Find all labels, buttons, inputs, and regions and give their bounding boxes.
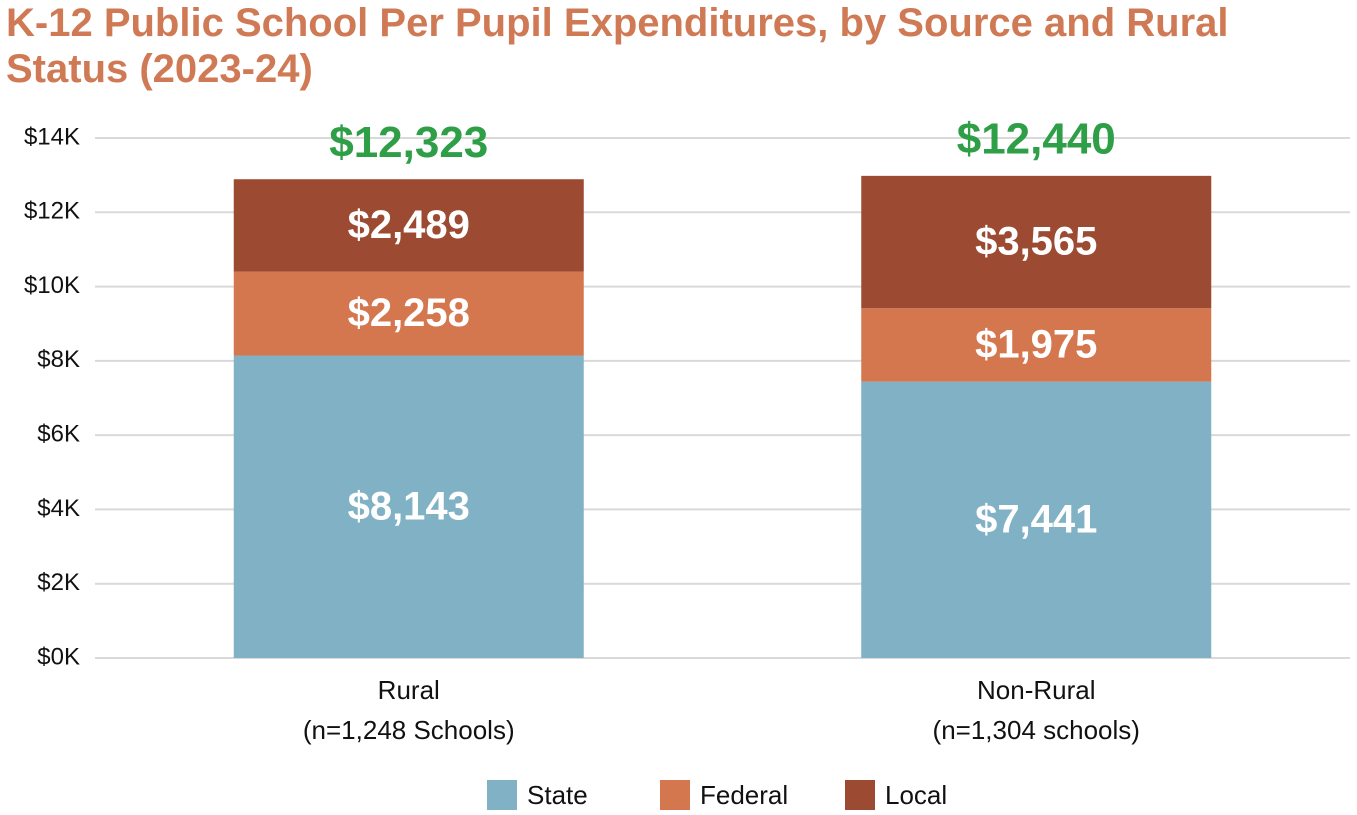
bar-segment xyxy=(233,355,584,658)
x-tick-label: Rural xyxy=(378,675,440,705)
x-tick-label: (n=1,304 schools) xyxy=(933,715,1140,745)
data-label: $3,565 xyxy=(975,220,1097,264)
y-tick-label: $8K xyxy=(37,346,80,373)
data-label: $2,489 xyxy=(348,203,470,247)
data-label: $8,143 xyxy=(348,484,470,528)
bar-segment xyxy=(233,179,584,272)
y-tick-label: $10K xyxy=(24,272,80,299)
data-label: $7,441 xyxy=(975,497,1097,541)
legend-swatch xyxy=(660,780,690,810)
legend-swatch xyxy=(845,780,875,810)
chart-title: K-12 Public School Per Pupil Expenditure… xyxy=(6,1,1229,91)
data-label: $1,975 xyxy=(975,323,1097,367)
y-tick-label: $0K xyxy=(37,643,80,670)
y-tick-label: $14K xyxy=(24,123,80,150)
x-tick-label: (n=1,248 Schools) xyxy=(303,715,515,745)
y-tick-label: $2K xyxy=(37,569,80,596)
legend-label: State xyxy=(527,780,588,810)
y-tick-label: $6K xyxy=(37,420,80,447)
total-label: $12,323 xyxy=(329,118,488,167)
data-label: $2,258 xyxy=(348,291,470,335)
legend-swatch xyxy=(487,780,517,810)
y-tick-label: $12K xyxy=(24,198,80,225)
bar-segment xyxy=(233,271,584,356)
legend-label: Federal xyxy=(700,780,788,810)
total-label: $12,440 xyxy=(957,114,1116,163)
bar-segment xyxy=(861,308,1212,382)
legend-label: Local xyxy=(885,780,947,810)
bar-segment xyxy=(861,175,1212,309)
x-tick-label: Non-Rural xyxy=(977,675,1096,705)
bar-segment xyxy=(861,381,1212,658)
y-tick-label: $4K xyxy=(37,495,80,522)
